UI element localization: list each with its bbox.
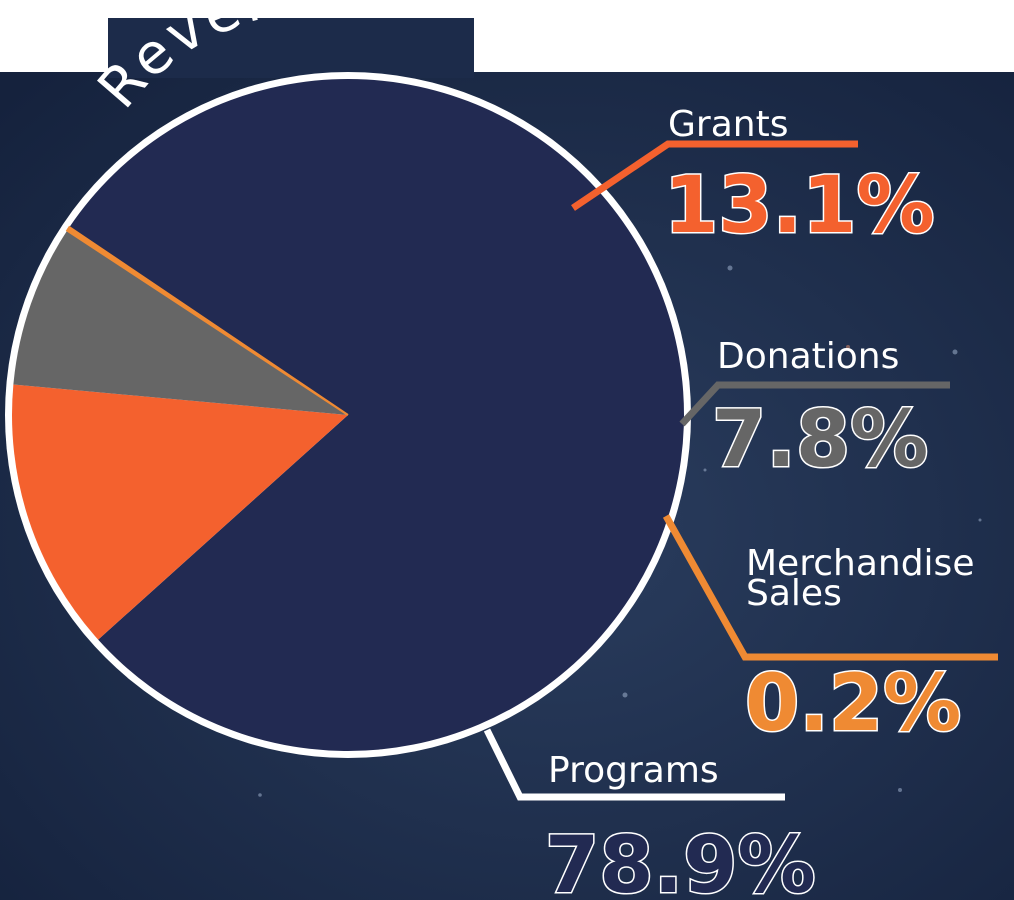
leader-line-programs xyxy=(483,728,785,801)
star-decorations xyxy=(258,265,982,797)
pie-slice-merchandise-sales xyxy=(65,225,349,416)
slice-percent-donations: 7.8% xyxy=(712,395,928,485)
leader-line-donations xyxy=(679,381,950,427)
pie-slice-programs xyxy=(69,79,684,752)
pie-slice-grants xyxy=(11,384,348,640)
slice-label-donations: Donations xyxy=(717,336,899,377)
slice-percent-programs: 78.9% xyxy=(545,821,816,900)
leader-line-merchandise-sales xyxy=(662,514,998,661)
title-background xyxy=(108,18,474,78)
slice-label-grants: Grants xyxy=(668,104,788,145)
slice-percent-merchandise-sales: 0.2% xyxy=(745,659,961,749)
leader-line-grants xyxy=(571,140,858,211)
slice-label-programs: Programs xyxy=(548,750,719,791)
slice-percent-grants: 13.1% xyxy=(664,161,935,251)
pie-slice-donations xyxy=(13,230,348,415)
slice-label-merchandise-sales: Merchandise Sales xyxy=(746,543,974,614)
